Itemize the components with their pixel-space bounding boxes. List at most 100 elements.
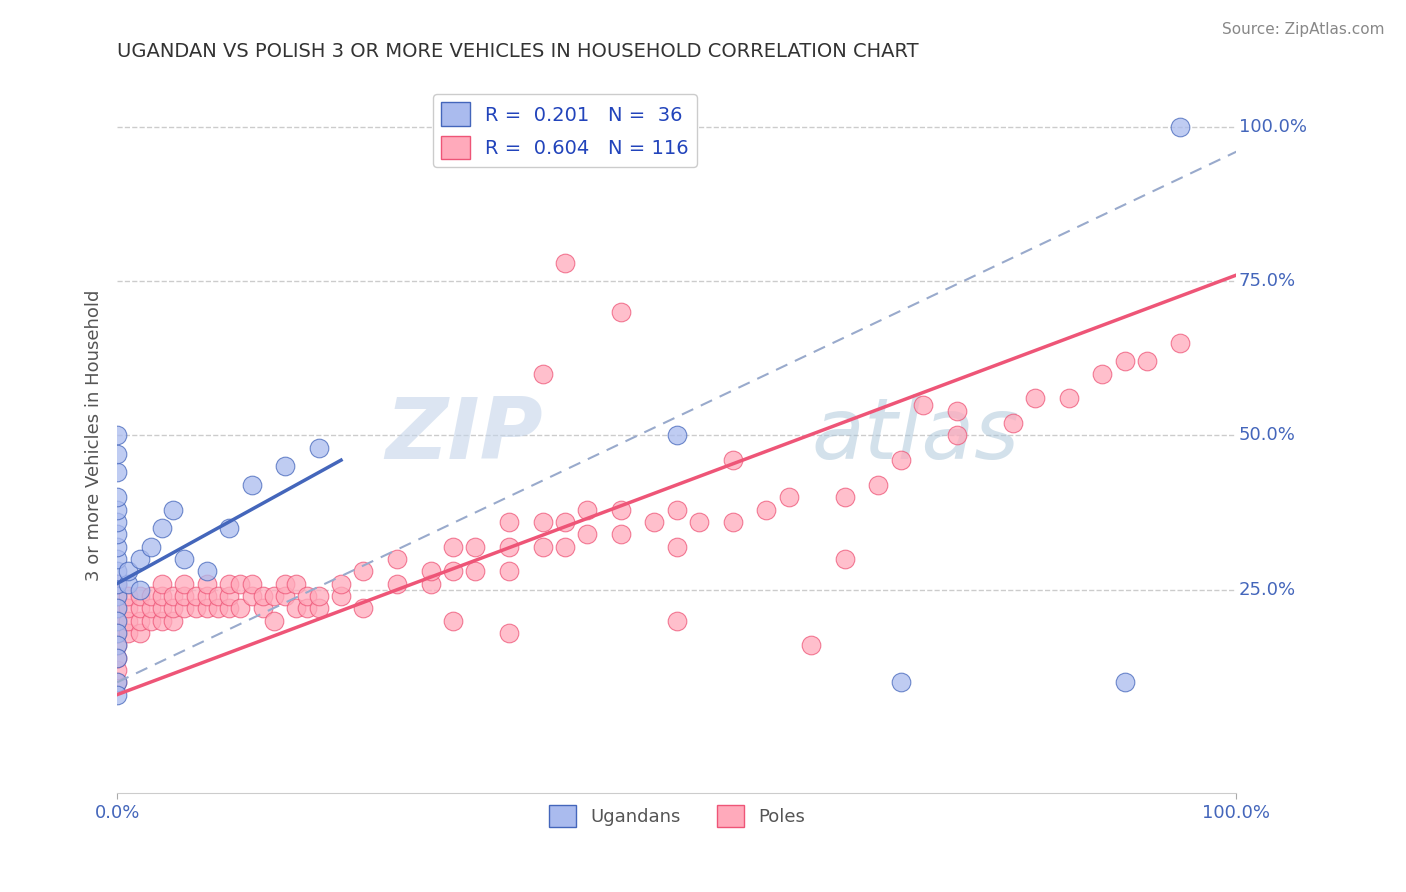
Point — [554, 256, 576, 270]
Text: ZIP: ZIP — [385, 394, 543, 477]
Point — [1091, 367, 1114, 381]
Point — [117, 614, 139, 628]
Point — [105, 515, 128, 529]
Point — [195, 564, 218, 578]
Point — [162, 601, 184, 615]
Text: 50.0%: 50.0% — [1239, 426, 1295, 444]
Text: 75.0%: 75.0% — [1239, 272, 1296, 290]
Point — [297, 589, 319, 603]
Point — [240, 589, 263, 603]
Point — [173, 589, 195, 603]
Point — [252, 601, 274, 615]
Point — [207, 589, 229, 603]
Point — [105, 576, 128, 591]
Text: Source: ZipAtlas.com: Source: ZipAtlas.com — [1222, 22, 1385, 37]
Point — [105, 601, 128, 615]
Point — [576, 502, 599, 516]
Point — [688, 515, 710, 529]
Point — [498, 540, 520, 554]
Point — [150, 589, 173, 603]
Point — [105, 490, 128, 504]
Point — [385, 552, 408, 566]
Point — [441, 540, 464, 554]
Point — [274, 459, 297, 474]
Point — [274, 589, 297, 603]
Point — [498, 515, 520, 529]
Point — [117, 564, 139, 578]
Point — [128, 582, 150, 597]
Point — [1057, 392, 1080, 406]
Point — [419, 564, 441, 578]
Y-axis label: 3 or more Vehicles in Household: 3 or more Vehicles in Household — [86, 290, 103, 582]
Legend: Ugandans, Poles: Ugandans, Poles — [541, 798, 813, 834]
Point — [498, 564, 520, 578]
Point — [721, 453, 744, 467]
Point — [128, 601, 150, 615]
Text: 100.0%: 100.0% — [1239, 118, 1306, 136]
Point — [274, 576, 297, 591]
Point — [643, 515, 665, 529]
Point — [385, 576, 408, 591]
Point — [778, 490, 800, 504]
Point — [128, 614, 150, 628]
Point — [285, 576, 308, 591]
Point — [105, 675, 128, 690]
Point — [610, 527, 633, 541]
Point — [308, 589, 330, 603]
Point — [308, 601, 330, 615]
Point — [240, 478, 263, 492]
Point — [554, 540, 576, 554]
Point — [117, 626, 139, 640]
Point — [105, 447, 128, 461]
Point — [105, 650, 128, 665]
Text: 25.0%: 25.0% — [1239, 581, 1296, 599]
Point — [150, 614, 173, 628]
Point — [945, 404, 967, 418]
Point — [441, 564, 464, 578]
Point — [105, 688, 128, 702]
Point — [105, 638, 128, 652]
Point — [285, 601, 308, 615]
Point — [105, 428, 128, 442]
Point — [1114, 675, 1136, 690]
Point — [352, 601, 374, 615]
Point — [173, 601, 195, 615]
Point — [665, 428, 688, 442]
Point — [1001, 416, 1024, 430]
Point — [128, 552, 150, 566]
Point — [195, 576, 218, 591]
Point — [554, 515, 576, 529]
Point — [912, 398, 935, 412]
Point — [531, 540, 554, 554]
Point — [229, 601, 252, 615]
Text: UGANDAN VS POLISH 3 OR MORE VEHICLES IN HOUSEHOLD CORRELATION CHART: UGANDAN VS POLISH 3 OR MORE VEHICLES IN … — [117, 42, 918, 61]
Point — [868, 478, 890, 492]
Point — [117, 601, 139, 615]
Point — [800, 638, 823, 652]
Point — [464, 564, 486, 578]
Point — [139, 540, 162, 554]
Point — [330, 576, 353, 591]
Point — [890, 453, 912, 467]
Point — [352, 564, 374, 578]
Point — [610, 502, 633, 516]
Point — [184, 601, 207, 615]
Point — [1170, 335, 1192, 350]
Point — [665, 614, 688, 628]
Point — [173, 552, 195, 566]
Point — [173, 576, 195, 591]
Point — [105, 589, 128, 603]
Point — [890, 675, 912, 690]
Point — [263, 589, 285, 603]
Point — [1024, 392, 1046, 406]
Point — [105, 576, 128, 591]
Point — [105, 638, 128, 652]
Point — [308, 441, 330, 455]
Point — [105, 601, 128, 615]
Point — [105, 466, 128, 480]
Point — [150, 601, 173, 615]
Point — [162, 614, 184, 628]
Point — [105, 614, 128, 628]
Point — [128, 626, 150, 640]
Point — [1114, 354, 1136, 368]
